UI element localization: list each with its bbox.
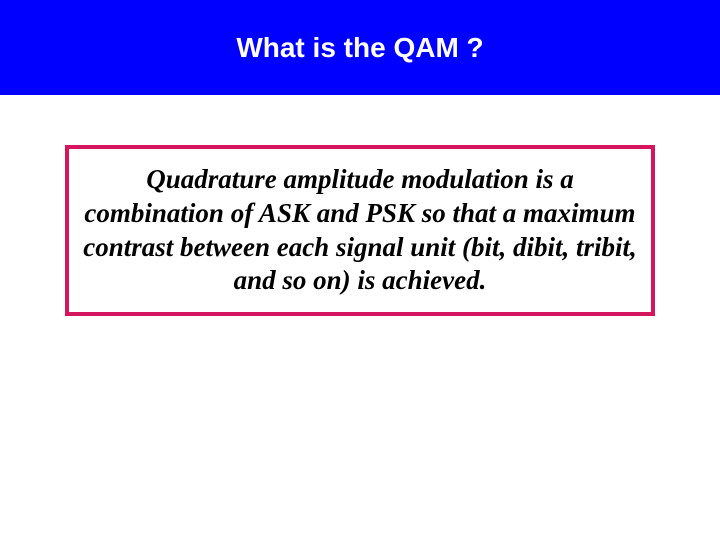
definition-box: Quadrature amplitude modulation is a com… (65, 145, 655, 316)
slide-title: What is the QAM ? (236, 32, 483, 64)
definition-text: Quadrature amplitude modulation is a com… (79, 163, 641, 298)
slide-header: What is the QAM ? (0, 0, 720, 95)
content-area: Quadrature amplitude modulation is a com… (0, 95, 720, 316)
